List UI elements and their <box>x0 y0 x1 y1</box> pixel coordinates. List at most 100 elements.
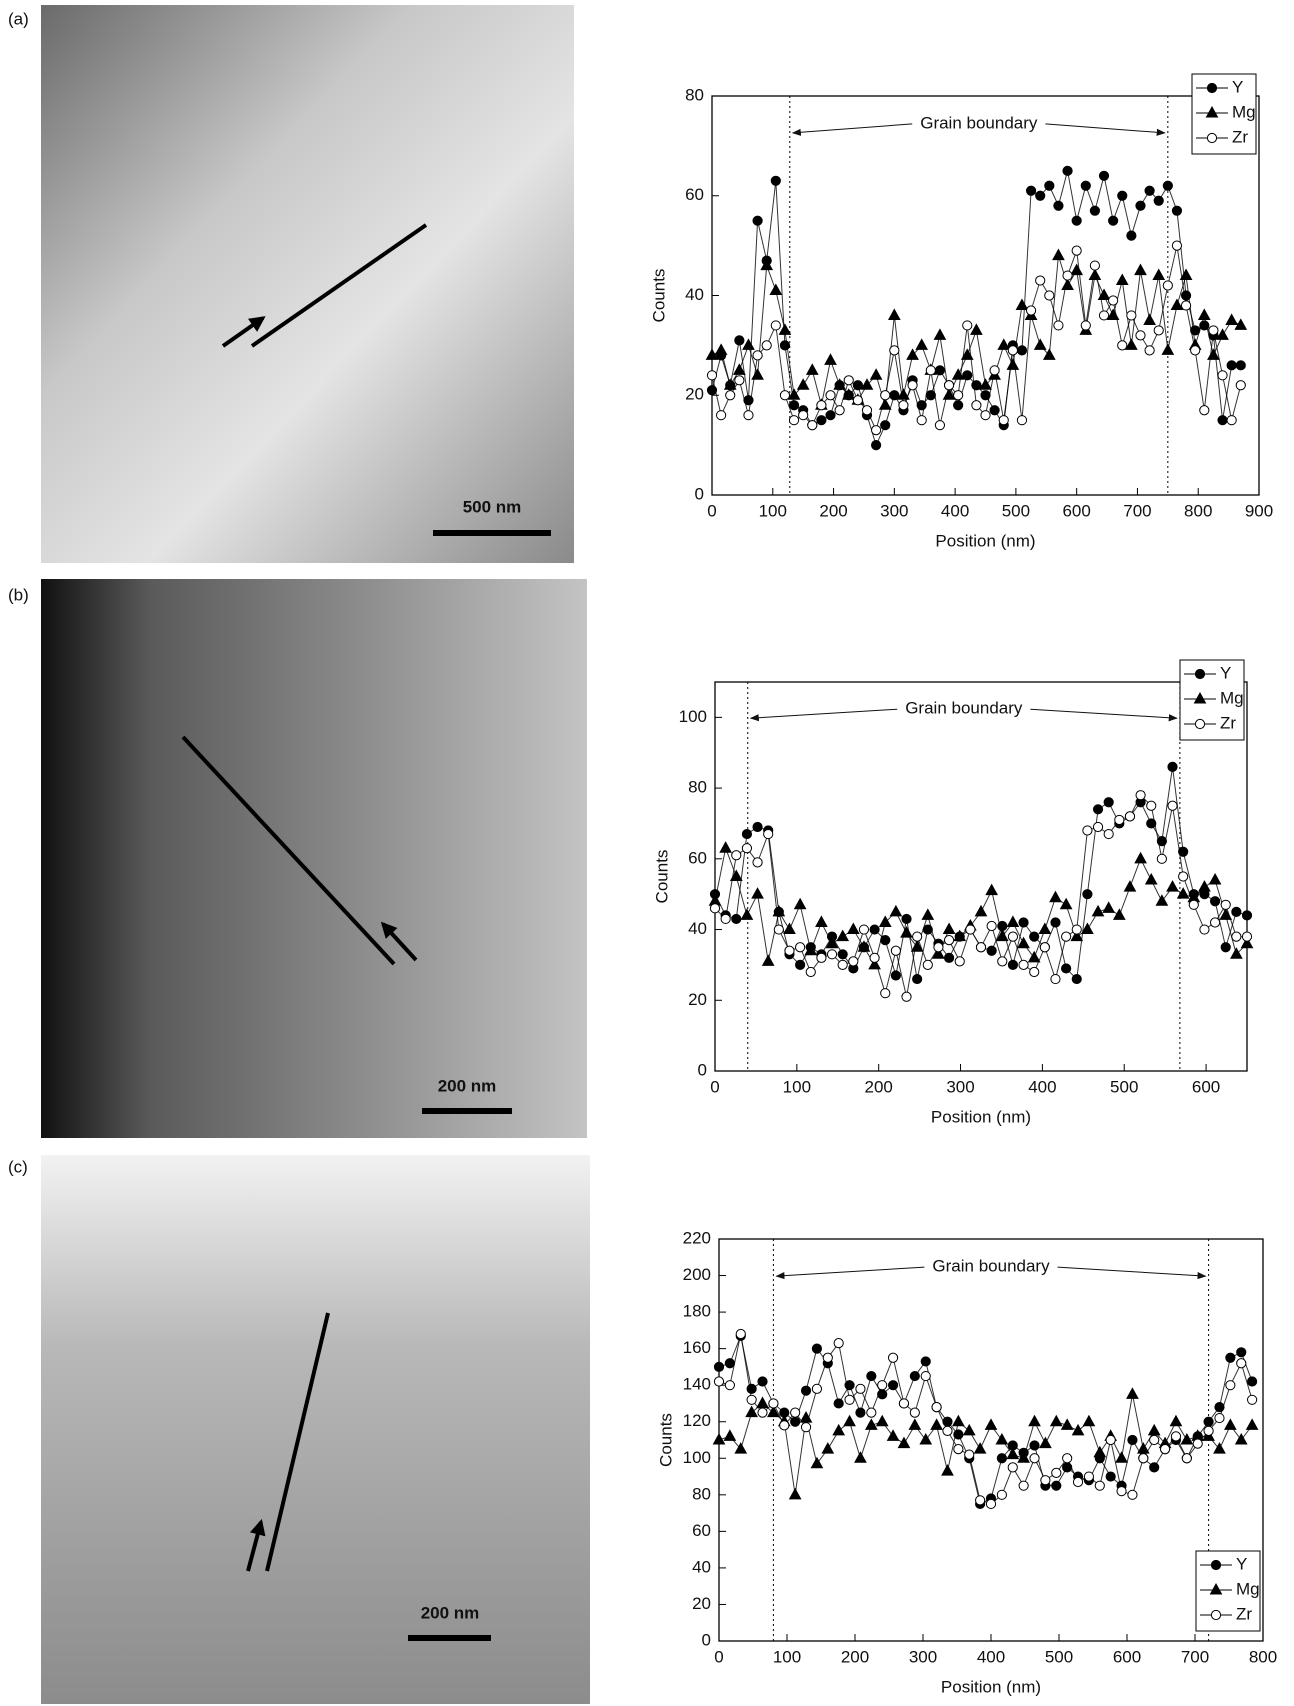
data-marker <box>816 400 827 411</box>
data-marker <box>920 1370 931 1382</box>
data-marker <box>1089 205 1101 216</box>
data-marker <box>763 828 774 840</box>
y-tick-label: 160 <box>683 1338 711 1357</box>
data-marker <box>821 1442 835 1454</box>
data-marker <box>1226 360 1237 371</box>
y-tick-label: 80 <box>688 778 707 797</box>
data-marker <box>971 380 982 391</box>
x-tick-label: 100 <box>783 1077 811 1096</box>
data-marker <box>1070 263 1084 276</box>
data-marker <box>1226 415 1237 426</box>
data-marker <box>1166 880 1179 892</box>
x-tick-label: 400 <box>941 501 969 520</box>
data-marker <box>1050 917 1061 928</box>
data-marker <box>1083 1471 1095 1482</box>
data-marker <box>877 1389 888 1400</box>
data-marker <box>921 908 935 920</box>
data-marker <box>800 1422 812 1433</box>
data-marker <box>1199 405 1210 416</box>
data-marker <box>804 943 818 956</box>
scan-direction-arrow <box>380 921 418 962</box>
data-marker <box>1181 1453 1192 1464</box>
y-tick-label: 20 <box>688 990 707 1009</box>
data-marker <box>1018 959 1029 971</box>
data-marker <box>735 1328 746 1340</box>
y-tick-label: 120 <box>683 1411 711 1430</box>
data-marker <box>980 390 991 401</box>
data-marker <box>778 323 792 335</box>
data-marker <box>837 959 848 971</box>
data-marker <box>1220 942 1231 953</box>
annotation-arrow <box>1057 1266 1207 1280</box>
data-marker <box>1106 308 1120 320</box>
data-marker <box>833 1338 844 1349</box>
data-marker <box>877 1380 888 1391</box>
data-marker <box>1138 1453 1149 1464</box>
data-marker <box>1156 836 1167 847</box>
legend-label: Mg <box>1232 102 1256 121</box>
data-marker <box>890 945 901 956</box>
data-marker <box>1125 338 1138 350</box>
data-marker <box>1136 1442 1150 1454</box>
data-marker <box>757 1376 768 1387</box>
data-marker <box>880 935 891 946</box>
data-marker <box>931 1402 942 1413</box>
y-tick-label: 60 <box>685 185 704 204</box>
data-marker <box>1171 205 1183 216</box>
data-marker <box>1149 1434 1160 1446</box>
data-marker <box>800 1385 812 1396</box>
data-marker <box>1006 1447 1020 1460</box>
legend-box <box>1179 659 1245 741</box>
data-marker <box>770 175 781 186</box>
data-marker <box>1135 200 1146 211</box>
y-tick-label: 80 <box>685 85 704 104</box>
data-marker <box>962 320 973 331</box>
legend-label: Mg <box>1236 1579 1260 1598</box>
data-marker <box>1006 358 1020 370</box>
data-marker <box>1134 263 1147 276</box>
plot-frame <box>711 95 1260 496</box>
y-tick-label: 20 <box>685 385 704 404</box>
data-marker <box>1199 320 1210 331</box>
data-marker <box>1092 804 1104 815</box>
data-marker <box>1071 215 1082 226</box>
data-marker <box>996 1453 1007 1464</box>
data-marker <box>822 1352 833 1363</box>
data-marker <box>960 348 974 360</box>
data-marker <box>1098 310 1110 321</box>
data-marker <box>729 869 743 881</box>
data-marker <box>1170 298 1184 310</box>
data-marker <box>1167 800 1178 811</box>
data-marker <box>997 920 1008 932</box>
x-tick-label: 200 <box>819 501 847 520</box>
x-axis-title: Position (nm) <box>941 1677 1041 1696</box>
data-marker <box>869 368 883 380</box>
data-marker <box>1108 215 1119 226</box>
data-marker <box>919 1432 933 1445</box>
data-marker <box>1126 1387 1139 1399</box>
data-marker <box>875 1414 889 1427</box>
data-marker <box>798 410 809 421</box>
data-marker <box>1217 370 1228 381</box>
data-marker <box>868 957 881 970</box>
data-marker <box>805 363 819 375</box>
data-marker <box>834 405 845 416</box>
data-marker <box>1180 290 1192 301</box>
data-marker <box>975 1495 986 1506</box>
data-marker <box>779 1420 790 1431</box>
data-marker <box>1170 1431 1182 1442</box>
data-marker <box>1236 1347 1247 1358</box>
data-marker <box>1039 1436 1052 1449</box>
data-marker <box>837 949 848 960</box>
data-marker <box>901 991 912 1002</box>
data-marker <box>719 841 732 853</box>
data-marker <box>869 924 880 935</box>
x-tick-label: 600 <box>1113 1647 1141 1666</box>
data-marker <box>855 1383 866 1394</box>
data-marker <box>1216 328 1229 340</box>
x-tick-label: 500 <box>1110 1077 1138 1096</box>
data-marker <box>1153 325 1164 336</box>
legend-marker <box>1194 718 1206 730</box>
data-marker <box>971 400 982 411</box>
